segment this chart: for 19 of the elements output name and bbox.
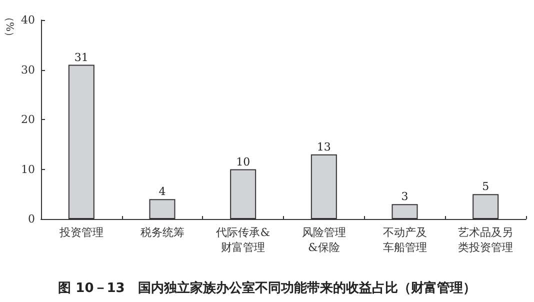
data-label: 5 [482, 180, 490, 194]
data-label: 10 [236, 155, 250, 168]
x-tick-label: 风险管理&保险 [302, 226, 346, 254]
y-tick-label: 30 [21, 63, 35, 76]
y-tick-label: 10 [21, 162, 35, 176]
data-label: 13 [316, 140, 331, 154]
y-axis-title: （%） [4, 12, 14, 42]
y-tick-label: 40 [21, 14, 35, 26]
x-tick-label: 艺术品及另类投资管理 [458, 226, 514, 254]
data-label: 31 [74, 50, 88, 64]
y-tick-label: 20 [21, 113, 35, 126]
y-tick-label: 0 [28, 212, 35, 226]
x-tick-label: 投资管理 [58, 226, 104, 239]
x-tick-label: 不动产及车船管理 [382, 226, 427, 254]
text: 图 10－13 国内独立家族办公室不同功能带来的收益占比（财富管理） [58, 280, 476, 296]
x-tick-label: 税务统筹 [140, 226, 184, 239]
x-tick-label: 代际传承&财富管理 [215, 226, 270, 254]
data-label: 3 [401, 190, 408, 204]
data-label: 4 [158, 185, 166, 198]
